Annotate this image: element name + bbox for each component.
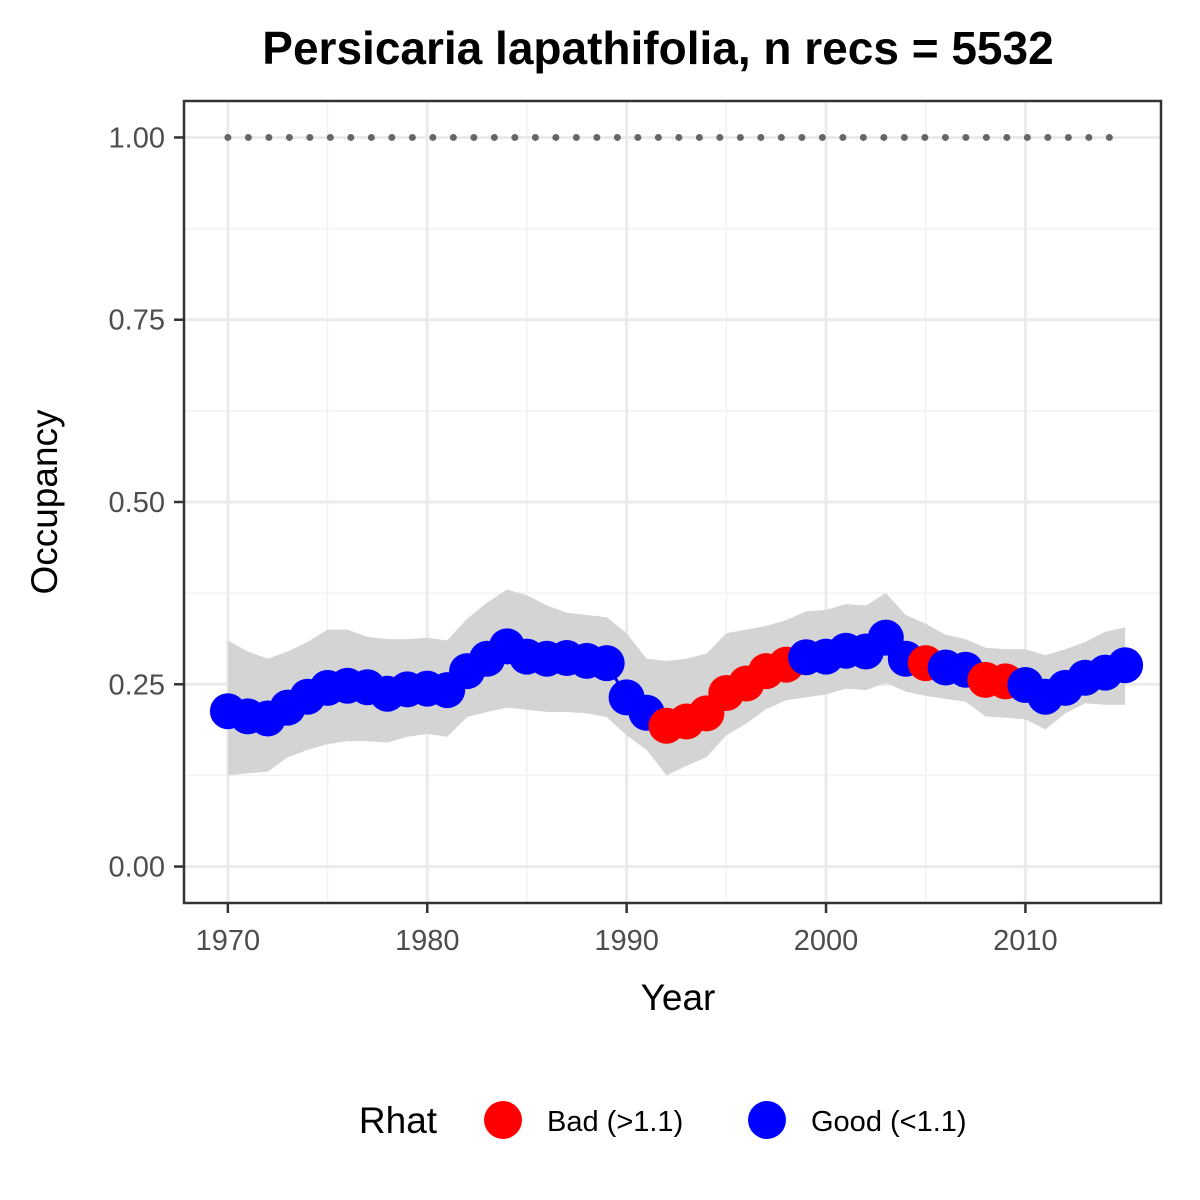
chart-title: Persicaria lapathifolia, n recs = 5532 [262,22,1053,74]
x-tick-label: 2010 [993,925,1058,957]
legend-key-bad [484,1101,522,1139]
x-tick-label: 1970 [196,925,261,957]
y-tick-label: 0.75 [109,305,165,337]
legend-key-good [748,1101,786,1139]
legend: Rhat Bad (>1.1) Good (<1.1) [359,1100,967,1141]
x-tick-label: 1980 [395,925,460,957]
y-axis-title: Occupancy [24,409,65,595]
plot-area: 1970 1980 1990 2000 2010 0.00 0.25 0.50 0.75 1.00 [109,99,1163,957]
y-tick-label: 0.00 [109,852,165,884]
legend-label-bad: Bad (>1.1) [547,1106,683,1138]
x-tick-label: 1990 [594,925,659,957]
x-tick-label: 2000 [794,925,859,957]
y-tick-label: 1.00 [109,122,165,154]
y-tick-label: 0.50 [109,487,165,519]
data-point-1989-good [588,645,625,682]
y-tick-label: 0.25 [109,669,165,701]
x-axis-title: Year [641,977,716,1018]
data-point-2015-good [1107,647,1144,684]
legend-label-good: Good (<1.1) [811,1106,967,1138]
legend-title: Rhat [359,1100,438,1141]
